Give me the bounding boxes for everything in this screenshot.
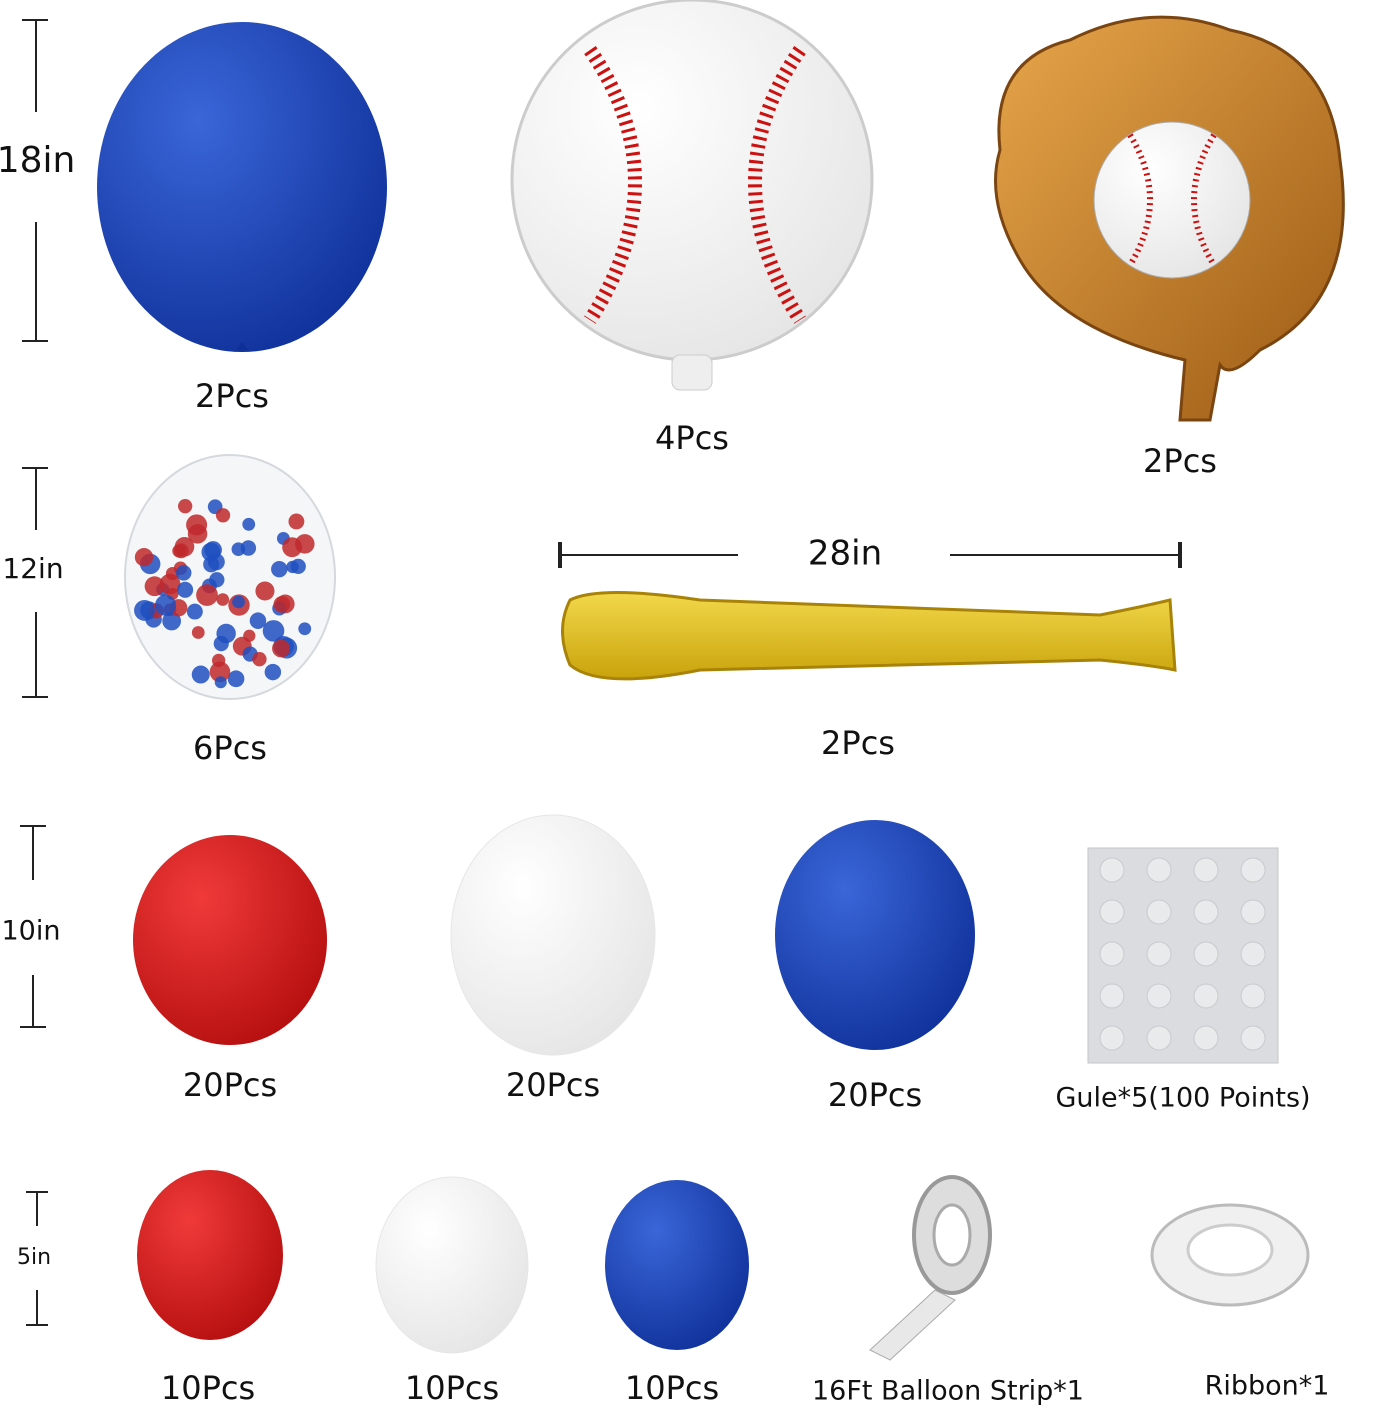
blue-balloon (775, 820, 975, 1050)
confetti-dot (264, 663, 282, 681)
glue-dot (1240, 1025, 1266, 1051)
confetti-dot (262, 620, 285, 642)
glue-dot (1099, 857, 1125, 883)
confetti-dot (196, 584, 218, 606)
item-label: 6Pcs (193, 729, 267, 767)
confetti-dot (272, 639, 290, 658)
size-label: 5in (17, 1245, 51, 1270)
confetti-dot (186, 603, 203, 620)
red-balloon (133, 835, 327, 1045)
confetti-dot (290, 558, 306, 575)
glue-dot (1146, 899, 1172, 925)
confetti-dot (298, 622, 312, 636)
confetti-dot (232, 595, 245, 609)
item-label: 16Ft Balloon Strip*1 (812, 1376, 1084, 1407)
glue-dot (1146, 857, 1172, 883)
item-label: 10Pcs (625, 1369, 719, 1407)
balloon-strip (869, 1175, 992, 1361)
glue-dot (1146, 983, 1172, 1009)
confetti-dot (155, 594, 177, 616)
glue-dot (1240, 941, 1266, 967)
white-balloon (375, 1176, 529, 1354)
item-label: 20Pcs (183, 1066, 277, 1104)
confetti-dot (172, 544, 186, 558)
size-label: 18in (0, 140, 75, 181)
confetti-dot (227, 670, 245, 688)
confetti-dot (273, 596, 291, 613)
glue-dot (1099, 899, 1125, 925)
baseball-foil (510, 0, 874, 362)
confetti-dot (201, 542, 221, 562)
blue-balloon (97, 22, 387, 352)
confetti-dot (243, 629, 256, 642)
confetti-dot (134, 548, 154, 567)
confetti-dot (176, 565, 192, 581)
confetti-dot (255, 581, 275, 601)
glue-dot (1240, 857, 1266, 883)
glue-dot (1146, 1025, 1172, 1051)
item-label: 2Pcs (1143, 442, 1217, 480)
confetti-dot (178, 499, 193, 514)
red-balloon (137, 1170, 283, 1340)
item-label: 2Pcs (821, 724, 895, 762)
bat-foil (561, 591, 1177, 681)
blue-balloon (605, 1180, 749, 1350)
item-label: 20Pcs (506, 1066, 600, 1104)
glue-dot (1099, 983, 1125, 1009)
glue-dot (1240, 983, 1266, 1009)
glue-dot (1193, 1025, 1219, 1051)
item-label: 2Pcs (195, 377, 269, 415)
glue-dot (1193, 941, 1219, 967)
glue-dot (1146, 941, 1172, 967)
size-label: 12in (2, 552, 63, 585)
confetti-dot (144, 576, 165, 597)
confetti-dot (191, 665, 210, 684)
item-label: 20Pcs (828, 1076, 922, 1114)
confetti-dot (288, 513, 305, 530)
confetti-dot (209, 661, 231, 683)
confetti-dot (215, 508, 231, 523)
confetti-dot (134, 599, 155, 621)
item-label: Ribbon*1 (1205, 1371, 1330, 1402)
confetti-dot (216, 593, 230, 606)
confetti-dot (271, 560, 288, 578)
confetti-dot (213, 635, 229, 652)
confetti-dot (211, 653, 226, 668)
confetti-dot (240, 540, 257, 556)
confetti-dot (242, 517, 256, 531)
size-label: 10in (2, 916, 61, 947)
item-label: Gule*5(100 Points) (1055, 1083, 1310, 1114)
glue-dot (1193, 857, 1219, 883)
glue-dot (1193, 983, 1219, 1009)
bat-length: 28in (808, 534, 882, 574)
confetti-dot (249, 612, 267, 629)
white-balloon (450, 814, 656, 1056)
confetti-dot (214, 676, 227, 689)
dimension-lines (20, 19, 1182, 1326)
confetti-dot (159, 573, 181, 595)
confetti-dot (282, 537, 303, 558)
confetti-dot (252, 652, 267, 667)
confetti-dot (162, 611, 182, 631)
item-label: 10Pcs (161, 1369, 255, 1407)
confetti-dot (177, 581, 194, 598)
glue-dot (1099, 1025, 1125, 1051)
glue-dot (1193, 899, 1219, 925)
glue-dot (1099, 941, 1125, 967)
ribbon-roll (1150, 1203, 1310, 1307)
glue-dot (1240, 899, 1266, 925)
item-label: 10Pcs (405, 1369, 499, 1407)
item-label: 4Pcs (655, 419, 729, 457)
confetti-dot (191, 626, 205, 639)
confetti-dot (187, 524, 208, 544)
